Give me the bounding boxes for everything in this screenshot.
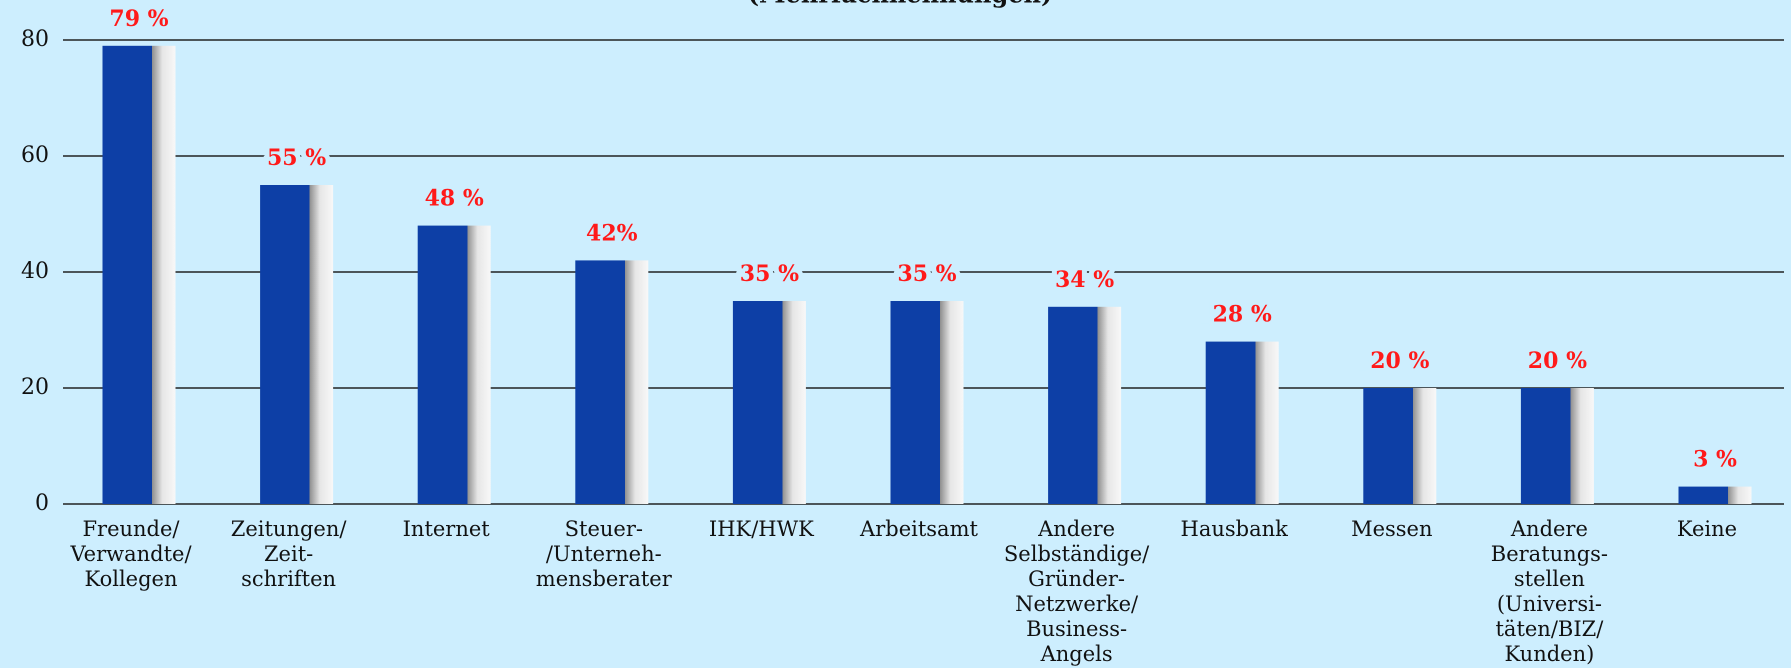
y-tick-label: 20	[21, 375, 49, 400]
chart-subtitle: (Mehrfachnennungen)	[748, 0, 1053, 9]
value-label: 35 %	[897, 261, 956, 287]
x-tick-label: Arbeitsamt	[859, 517, 978, 541]
y-tick-label: 80	[21, 27, 49, 52]
x-tick-label: IHK/HWK	[709, 517, 814, 541]
value-label: 28 %	[1213, 302, 1272, 328]
value-label: 34 %	[1055, 267, 1114, 293]
value-label: 35 %	[740, 261, 799, 287]
value-label: 20 %	[1370, 348, 1429, 374]
bar	[1520, 388, 1594, 504]
value-label: 48 %	[425, 186, 484, 212]
value-label: 55 %	[267, 145, 326, 171]
bar	[890, 301, 964, 504]
x-tick-label: Hausbank	[1181, 517, 1289, 541]
bar	[1048, 306, 1122, 504]
x-tick-label: Andere Beratungs-stellen (Universi-täten/B…	[1491, 517, 1608, 666]
bar	[575, 260, 649, 504]
value-label: 42%	[586, 220, 638, 246]
y-tick-label: 0	[35, 491, 49, 516]
bar	[732, 301, 806, 504]
bar	[1205, 341, 1279, 504]
x-tick-label: Messen	[1351, 517, 1432, 541]
bar	[1363, 388, 1437, 504]
x-tick-label: Zeitungen/Zeit-schriften	[231, 517, 348, 591]
value-label: 20 %	[1528, 348, 1587, 374]
bar	[260, 185, 334, 504]
x-tick-label: Freunde/Verwandte/Kollegen	[69, 517, 192, 591]
y-tick-label: 60	[21, 143, 49, 168]
bar	[417, 225, 491, 504]
value-label: 3 %	[1693, 447, 1737, 473]
bar	[1678, 486, 1752, 504]
x-tick-label: Internet	[403, 517, 491, 541]
x-tick-label: Andere Selbständige/Gründer-Netzwerke/Bus…	[1004, 517, 1150, 666]
x-tick-label: Steuer-/Unterneh-mensberater	[536, 517, 673, 591]
value-label: 79 %	[109, 6, 168, 32]
bar	[102, 45, 176, 505]
x-tick-label: Keine	[1677, 517, 1737, 541]
y-tick-label: 40	[21, 259, 49, 284]
